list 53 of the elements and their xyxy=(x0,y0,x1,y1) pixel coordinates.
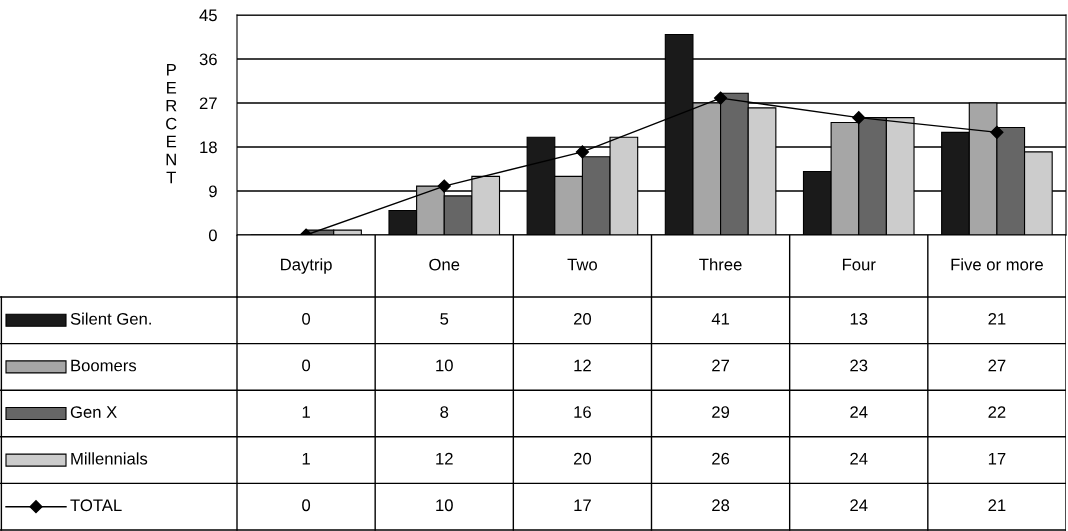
x-tick-label: Daytrip xyxy=(281,258,332,274)
data-label: 20 xyxy=(573,312,592,325)
data-label: 24 xyxy=(850,499,868,512)
data-label: 41 xyxy=(711,313,730,325)
data-label: 22 xyxy=(988,406,1006,418)
point xyxy=(852,111,866,125)
data-label: 1 xyxy=(302,452,310,465)
data-label: 0 xyxy=(302,312,311,325)
x-tick-label: One xyxy=(429,258,460,271)
y-axis-title: PERCENT xyxy=(166,63,177,184)
y-tick-label: 36 xyxy=(199,53,217,66)
data-label: 21 xyxy=(988,312,1006,325)
y-tick-label: 0 xyxy=(208,229,217,242)
data-label: 29 xyxy=(712,406,730,418)
legend-label: TOTAL xyxy=(70,499,122,512)
data-label: 10 xyxy=(436,359,453,372)
x-tick-label: Four xyxy=(842,258,876,271)
x-tick-label: Two xyxy=(567,258,597,271)
data-label: 27 xyxy=(712,359,730,372)
y-tick-label: 18 xyxy=(200,141,217,154)
data-label: 27 xyxy=(988,359,1006,372)
data-label: 12 xyxy=(436,452,453,465)
data-label: 0 xyxy=(302,499,311,512)
data-label: 17 xyxy=(988,452,1006,465)
data-label: 24 xyxy=(850,406,868,418)
legend-label: Silent Gen. xyxy=(70,312,151,325)
data-label: 24 xyxy=(850,452,868,465)
point xyxy=(437,179,451,193)
data-label: 28 xyxy=(712,499,730,512)
legend-label: Gen X xyxy=(70,406,117,418)
legend-label: Boomers xyxy=(71,359,137,372)
point xyxy=(713,91,728,105)
data-label: 23 xyxy=(850,359,868,372)
legend-label: Millennials xyxy=(71,452,148,465)
data-label: 10 xyxy=(436,499,453,512)
data-label: 5 xyxy=(440,313,449,325)
data-label: 20 xyxy=(573,452,592,465)
y-tick-label: 27 xyxy=(199,97,217,110)
point xyxy=(990,125,1004,139)
data-label: 12 xyxy=(574,359,591,372)
point xyxy=(575,145,590,159)
data-label: 8 xyxy=(440,406,449,418)
data-label: 1 xyxy=(302,406,310,418)
x-tick-label: Five or more xyxy=(951,258,1043,271)
data-label: 0 xyxy=(302,359,311,372)
data-label: 21 xyxy=(988,499,1006,512)
data-label: 13 xyxy=(850,312,868,325)
x-tick-label: Three xyxy=(699,258,742,271)
data-label: 17 xyxy=(574,499,591,512)
data-label: 16 xyxy=(574,406,591,418)
data-label: 26 xyxy=(712,452,730,465)
y-tick-label: 9 xyxy=(209,185,217,198)
y-tick-label: 45 xyxy=(199,9,217,22)
